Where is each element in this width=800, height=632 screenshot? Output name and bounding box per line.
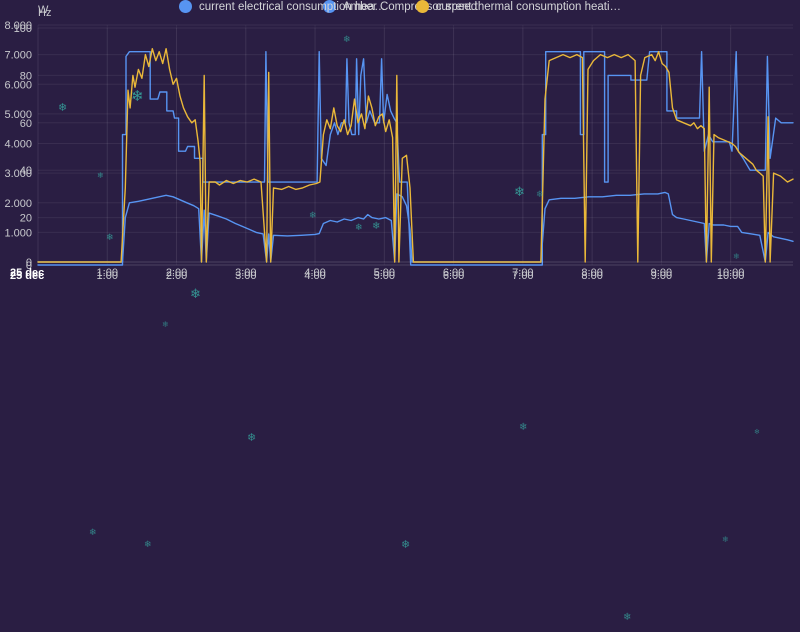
series-line-amber-compressor-speed[interactable] (37, 51, 794, 266)
x-tick-label: 6:00 (443, 267, 464, 279)
x-tick-label: 4:00 (304, 270, 325, 282)
legend-label-thermal-consumption: current thermal consumption heati… (435, 0, 622, 13)
y-tick-label: 100 (14, 23, 32, 35)
x-tick-label: 7:00 (512, 270, 533, 282)
snowflake-icon: ❄ (162, 320, 169, 329)
y-tick-label: 40 (20, 165, 32, 177)
y-tick-label: 60 (20, 118, 32, 130)
snowflake-icon: ❄ (144, 539, 152, 549)
y-tick-label: 3.000 (4, 168, 32, 180)
snowflake-icon: ❄ (401, 539, 411, 551)
x-tick-label: 9:00 (651, 270, 672, 282)
x-tick-label: 5:00 (374, 267, 395, 279)
x-tick-label: 10:00 (717, 270, 745, 282)
legend-label-compressor-speed: Amber Compressor speed (342, 0, 478, 13)
x-tick-label: 2:00 (166, 270, 187, 282)
x-tick-label: 25 dec (10, 270, 44, 282)
snowflake-icon: ❄ (89, 527, 97, 537)
x-tick-label: 8:00 (581, 267, 602, 279)
axis-unit-label: W (38, 4, 49, 16)
x-tick-label: 5:00 (374, 270, 395, 282)
x-tick-label: 7:00 (512, 267, 533, 279)
legend-dot-blue-icon (178, 0, 192, 13)
y-tick-label: 1.000 (4, 227, 32, 239)
x-tick-label: 6:00 (443, 270, 464, 282)
legend-item-electrical-consumption[interactable]: current electrical consumption hea… (178, 0, 386, 13)
snowflake-icon: ❄ (247, 432, 257, 444)
x-tick-label: 4:00 (304, 267, 325, 279)
snowflake-icon: ❄ (519, 422, 528, 433)
x-tick-label: 25 dec (10, 267, 44, 279)
x-tick-label: 8:00 (581, 270, 602, 282)
legend-label-electrical-consumption: current electrical consumption hea… (198, 0, 386, 13)
x-tick-label: 3:00 (235, 267, 256, 279)
series-line-current-thermal-consumption-he[interactable] (37, 48, 794, 263)
x-tick-label: 10:00 (717, 267, 745, 279)
y-tick-label: 8.000 (4, 20, 32, 32)
y-tick-label: 80 (20, 70, 32, 82)
consumption-chart[interactable]: 25 dec 1:00 2:00 3:00 4:00 5:00 6:00 7:00 8:00 9:… (0, 0, 800, 290)
y-tick-label: 5.000 (4, 109, 32, 121)
legend-dot-blue-icon (322, 0, 336, 13)
legend-dot-orange-icon (415, 0, 429, 13)
y-tick-label: 0 (26, 257, 32, 269)
x-tick-label: 3:00 (235, 270, 256, 282)
x-tick-label: 2:00 (166, 267, 187, 279)
snowflake-icon: ❄ (623, 612, 632, 623)
x-tick-label: 1:00 (97, 270, 118, 282)
legend-bottom: current electrical consumption hea… curr… (0, 0, 800, 13)
y-tick-label: 0 (26, 260, 32, 272)
axis-unit-label: Hz (38, 7, 51, 19)
y-tick-label: 20 (20, 213, 32, 225)
snowflake-icon: ❄ (754, 429, 760, 436)
y-tick-label: 2.000 (4, 198, 32, 210)
y-tick-label: 4.000 (4, 139, 32, 151)
legend-item-thermal-consumption[interactable]: current thermal consumption heati… (415, 0, 622, 13)
snowflake-icon: ❄ (722, 535, 729, 544)
legend-top: Amber Compressor speed (0, 0, 800, 13)
y-tick-label: 6.000 (4, 79, 32, 91)
compressor-speed-chart[interactable]: 25 dec 1:00 2:00 3:00 4:00 5:00 6:00 7:00 8:00 9:… (0, 0, 800, 290)
x-tick-label: 1:00 (97, 267, 118, 279)
x-tick-label: 9:00 (651, 267, 672, 279)
legend-item-compressor-speed[interactable]: Amber Compressor speed (322, 0, 478, 13)
y-tick-label: 7.000 (4, 50, 32, 62)
